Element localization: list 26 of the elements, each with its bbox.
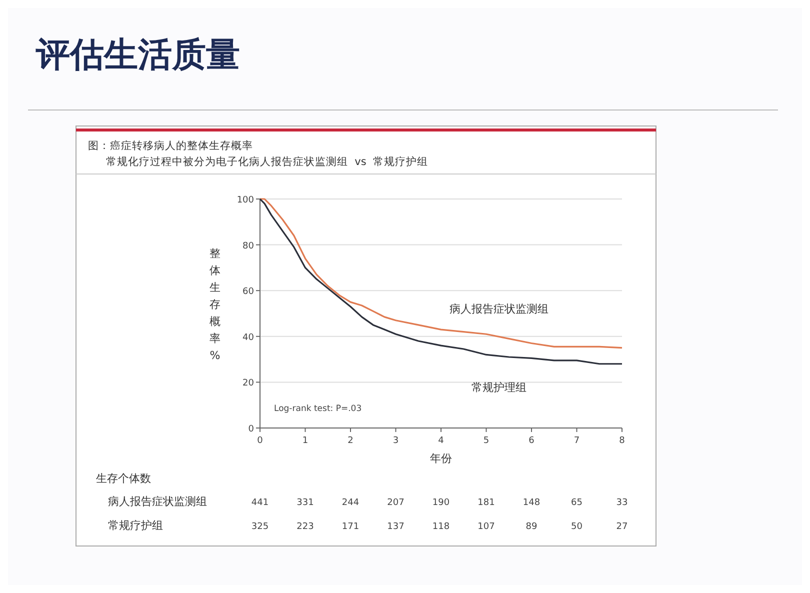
x-tick-label: 3 <box>392 436 399 446</box>
text: 常规护理组 <box>471 381 526 394</box>
y-tick-label: 60 <box>242 287 254 298</box>
y-tick-label: 100 <box>236 196 254 206</box>
annotation: Log-rank test: P=.03 <box>274 404 362 414</box>
text: 常规化疗过程中被分为电子化病人报告症状监测组 vs 常规疗护组 <box>106 155 428 168</box>
chart-title: 评估生活质量 <box>35 35 240 75</box>
x-tick-label: 8 <box>619 436 626 446</box>
y-axis-title: 整体生存概率% <box>210 247 220 362</box>
x-tick-label: 7 <box>574 436 580 446</box>
x-tick-label: 5 <box>483 436 490 446</box>
series-label: 病人报告症状监测组 <box>449 302 548 316</box>
x-tick-label: 4 <box>438 436 444 446</box>
y-tick-label: 40 <box>242 332 254 343</box>
text: 常规疗护组 325 223 171 137 118 107 89 50 27 <box>108 519 628 532</box>
x-tick-label: 6 <box>528 436 535 446</box>
y-tick-label: 80 <box>242 241 254 252</box>
text: 病人报告症状监测组 441 331 244 207 190 181 148 65 33 <box>108 495 628 508</box>
x-tick-label: 2 <box>348 436 354 446</box>
x-axis-title: 年份 <box>430 452 452 465</box>
y-tick-label: 0 <box>248 424 254 434</box>
text: 图：癌症转移病人的整体生存概率 <box>88 139 253 152</box>
y-tick-label: 20 <box>242 378 254 389</box>
x-tick-label: 0 <box>257 436 264 446</box>
text: 生存个体数 <box>96 472 151 485</box>
x-tick-label: 1 <box>302 436 308 446</box>
